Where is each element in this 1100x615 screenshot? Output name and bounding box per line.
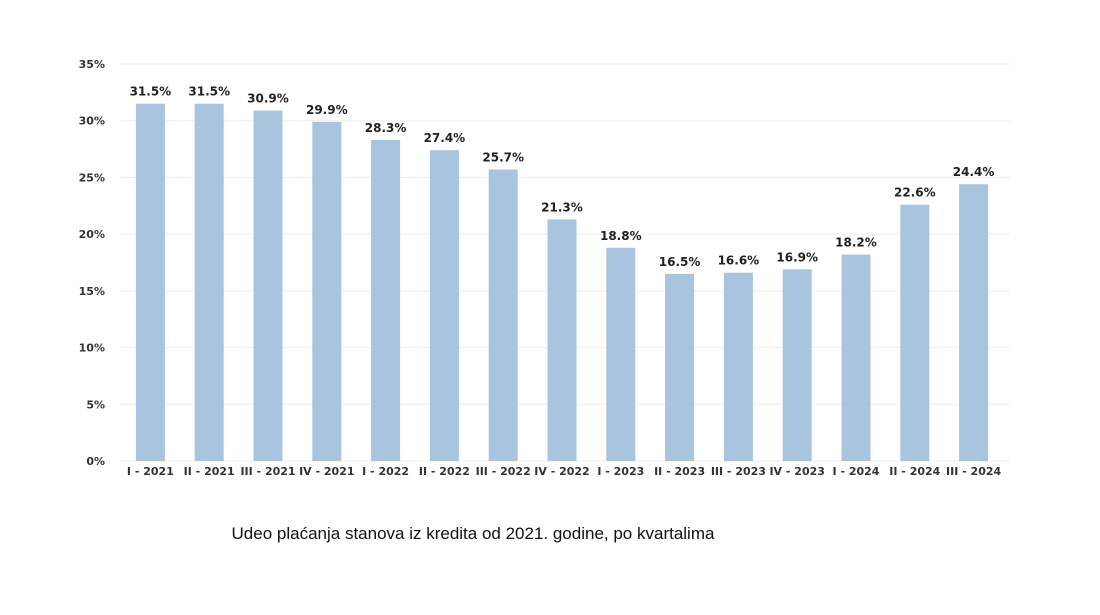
x-tick-label: III - 2024	[946, 465, 1001, 478]
bar	[312, 121, 342, 461]
x-tick-label: I - 2024	[833, 465, 880, 478]
data-label: 30.9%	[247, 92, 289, 106]
data-label: 18.2%	[835, 236, 877, 250]
x-tick-label: IV - 2021	[299, 465, 354, 478]
y-tick-label: 0%	[86, 455, 105, 468]
y-tick-label: 20%	[79, 228, 105, 241]
data-label: 31.5%	[188, 85, 230, 99]
x-tick-label: I - 2022	[362, 465, 409, 478]
chart-caption: Udeo plaćanja stanova iz kredita od 2021…	[231, 524, 715, 543]
data-label: 21.3%	[541, 200, 583, 214]
x-tick-label: I - 2021	[127, 465, 174, 478]
y-tick-label: 35%	[79, 58, 105, 71]
y-tick-label: 15%	[79, 285, 105, 298]
x-tick-label: III - 2022	[476, 465, 531, 478]
bar	[253, 110, 283, 462]
bar	[665, 273, 695, 461]
y-tick-label: 5%	[86, 398, 105, 411]
data-label: 27.4%	[424, 131, 466, 145]
bar	[606, 247, 636, 461]
bar	[488, 169, 518, 461]
data-label: 29.9%	[306, 103, 348, 117]
x-axis-ticks: I - 2021 II - 2021 III - 2021 IV - 2021 I - …	[127, 465, 1002, 478]
bar	[959, 184, 989, 461]
x-tick-label: IV - 2023	[769, 465, 824, 478]
y-tick-label: 25%	[79, 171, 105, 184]
x-tick-label: IV - 2022	[534, 465, 589, 478]
y-tick-label: 10%	[79, 342, 105, 355]
bar	[429, 150, 459, 461]
bar	[371, 139, 401, 462]
y-tick-label: 30%	[79, 115, 105, 128]
data-label: 16.6%	[718, 254, 760, 268]
bar	[782, 269, 812, 461]
data-label: 28.3%	[365, 121, 407, 135]
bar-chart: 0% 5% 10% 15% 20% 25% 30% 35% 31.5% 31.5% 30.9% 29…	[79, 58, 1010, 478]
bar	[723, 272, 753, 461]
data-label: 18.8%	[600, 229, 642, 243]
x-tick-label: II - 2023	[654, 465, 705, 478]
x-tick-label: II - 2021	[184, 465, 235, 478]
data-label: 24.4%	[953, 165, 995, 179]
bars	[135, 103, 989, 462]
x-tick-label: III - 2023	[711, 465, 766, 478]
data-label: 22.6%	[894, 186, 936, 200]
data-label: 16.9%	[776, 250, 818, 264]
data-label: 31.5%	[130, 85, 172, 99]
data-label: 16.5%	[659, 255, 701, 269]
x-tick-label: II - 2022	[419, 465, 470, 478]
bar	[900, 204, 930, 461]
y-axis-ticks: 0% 5% 10% 15% 20% 25% 30% 35%	[79, 58, 105, 468]
data-label: 25.7%	[482, 150, 524, 164]
data-labels: 31.5% 31.5% 30.9% 29.9% 28.3% 27.4% 25.7% 21.3%…	[130, 85, 995, 269]
x-tick-label: III - 2021	[240, 465, 295, 478]
x-tick-label: I - 2023	[597, 465, 644, 478]
bar	[547, 219, 577, 461]
bar	[841, 254, 871, 461]
bar	[135, 103, 165, 461]
x-tick-label: II - 2024	[889, 465, 940, 478]
bar	[194, 103, 224, 461]
